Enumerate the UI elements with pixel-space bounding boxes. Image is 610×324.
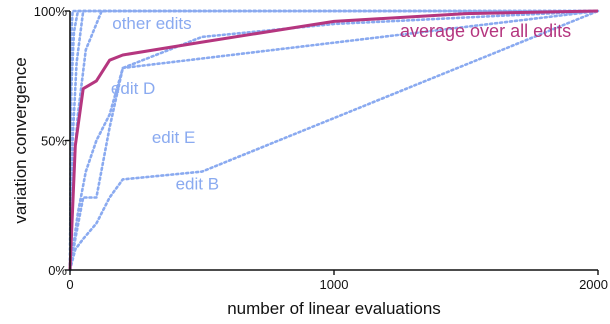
series-edit-line-2 <box>68 9 600 272</box>
x-axis-title: number of linear evaluations <box>227 299 441 318</box>
y-tick-label: 50% <box>41 134 67 149</box>
annotation-edit-d: edit D <box>111 79 155 98</box>
y-tick-label: 100% <box>34 4 68 19</box>
series-average-line <box>68 9 599 271</box>
annotation-other-edits: other edits <box>112 14 191 33</box>
x-tick-label: 0 <box>66 277 73 292</box>
annotation-edit-e: edit E <box>152 128 195 147</box>
annotations: other edits edit D edit E edit B average ove… <box>111 14 571 194</box>
annotation-average-over-all-edits: average over all edits <box>400 21 571 41</box>
ticks: 0% 50% 100% 0 1000 2000 <box>34 4 608 292</box>
x-tick-label: 1000 <box>320 277 349 292</box>
y-axis-title: variation convergence <box>11 57 30 223</box>
plot-lines <box>68 9 600 272</box>
y-tick-label: 0% <box>48 263 67 278</box>
series-edit-line-3 <box>68 9 600 272</box>
x-tick-label: 2000 <box>579 277 608 292</box>
annotation-edit-b: edit B <box>176 175 219 194</box>
